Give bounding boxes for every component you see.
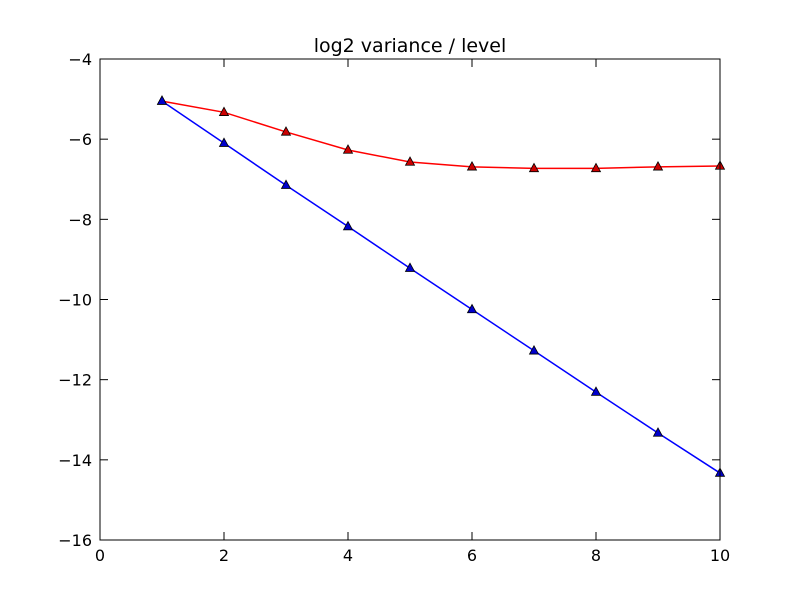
series-2	[156, 95, 726, 477]
series-2-marker	[342, 220, 354, 231]
axes-layer: 0 2 4 6 8 10 −16 −14 −12 −10 −8 −6 −4	[58, 50, 730, 565]
series-1-line	[161, 100, 721, 170]
y-tick-label: −6	[68, 130, 92, 149]
series-2-marker	[404, 262, 416, 272]
series-2-marker	[156, 95, 168, 105]
series-2-marker	[528, 344, 540, 355]
y-tick-label: −16	[58, 531, 92, 550]
x-tick-label: 10	[710, 546, 730, 565]
y-tick-label: −4	[68, 50, 92, 69]
y-tick-label: −10	[58, 291, 92, 310]
x-tick-label: 4	[343, 546, 353, 565]
series-1-marker	[404, 156, 416, 166]
plot-frame	[99, 58, 721, 541]
y-tick-label: −8	[68, 210, 92, 229]
series-1-marker	[652, 160, 664, 171]
series-1-marker	[342, 144, 354, 154]
series-1-marker	[218, 106, 230, 116]
x-tick-label: 6	[467, 546, 477, 565]
series-layer	[156, 95, 726, 477]
series-1-marker	[280, 126, 292, 136]
chart-title: log2 variance / level	[314, 35, 507, 57]
series-2-marker	[280, 179, 292, 189]
series-1-marker	[466, 160, 478, 171]
series-1-marker	[590, 162, 602, 173]
series-2-marker	[218, 137, 230, 147]
x-tick-label: 0	[95, 546, 105, 565]
series-2-line	[161, 100, 721, 474]
y-tick-label: −14	[58, 451, 92, 470]
series-1	[156, 95, 726, 173]
y-tick-label: −12	[58, 371, 92, 390]
x-tick-label: 2	[219, 546, 229, 565]
x-tick-label: 8	[591, 546, 601, 565]
series-2-marker	[590, 386, 602, 396]
series-1-marker	[528, 162, 540, 173]
series-2-marker	[652, 427, 664, 437]
series-2-marker	[466, 303, 478, 314]
